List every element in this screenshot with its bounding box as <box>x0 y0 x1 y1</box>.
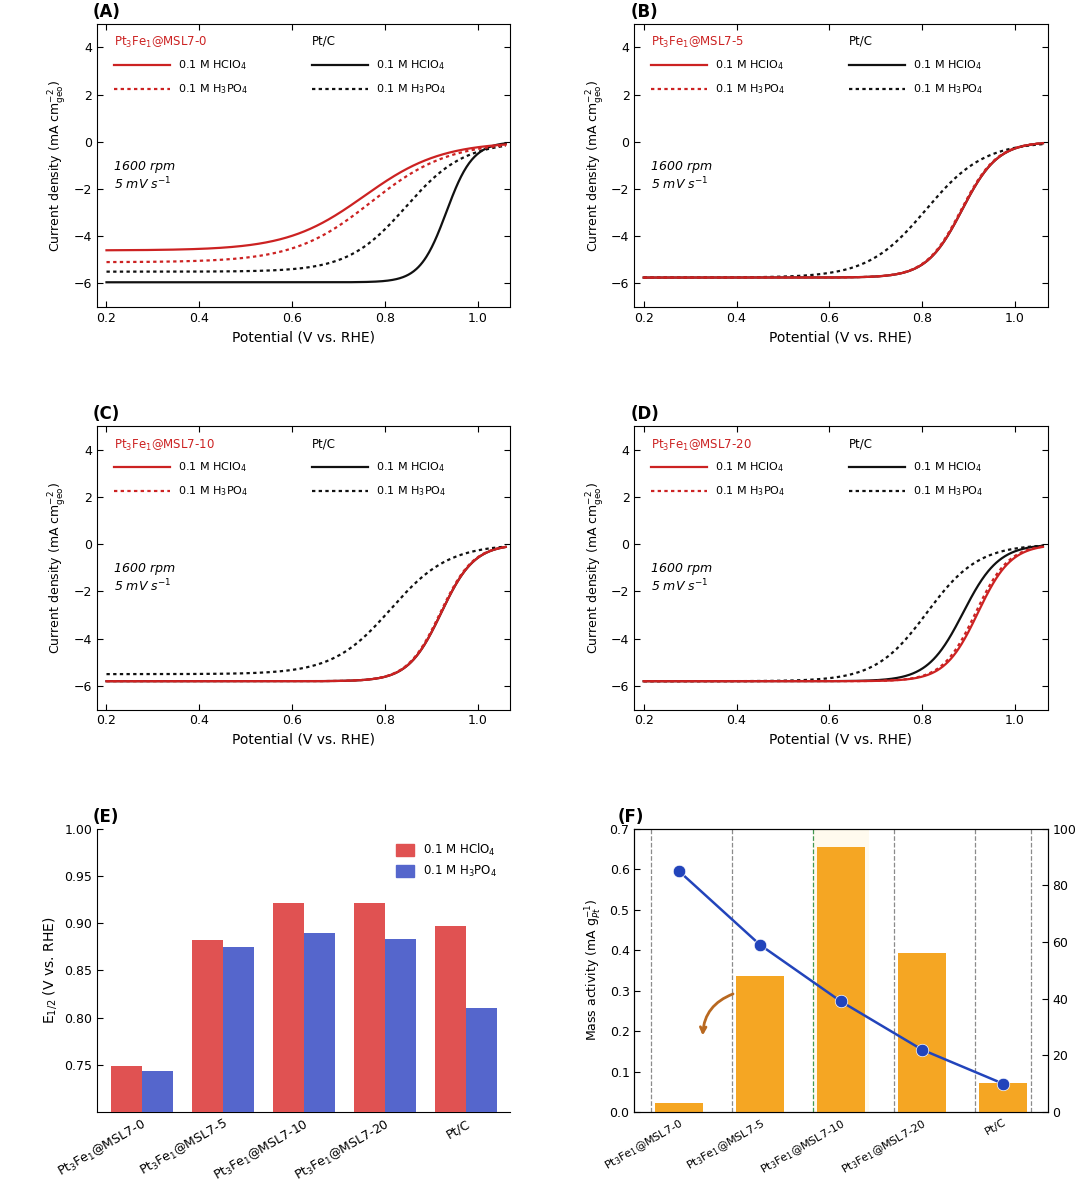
Text: 0.1 M H$_3$PO$_4$: 0.1 M H$_3$PO$_4$ <box>178 82 248 96</box>
Y-axis label: Current density (mA cm$^{-2}_\mathrm{geo}$): Current density (mA cm$^{-2}_\mathrm{geo… <box>46 481 68 654</box>
Text: 0.1 M H$_3$PO$_4$: 0.1 M H$_3$PO$_4$ <box>178 484 248 498</box>
Text: 0.1 M H$_3$PO$_4$: 0.1 M H$_3$PO$_4$ <box>715 82 785 96</box>
Text: 0.1 M HClO$_4$: 0.1 M HClO$_4$ <box>914 460 983 474</box>
Text: Pt$_3$Fe$_1$@MSL7-0: Pt$_3$Fe$_1$@MSL7-0 <box>113 35 207 50</box>
Text: Pt/C: Pt/C <box>312 35 336 49</box>
Y-axis label: Current density (mA cm$^{-2}_\mathrm{geo}$): Current density (mA cm$^{-2}_\mathrm{geo… <box>583 79 606 252</box>
Text: 1600 rpm
5 mV s$^{-1}$: 1600 rpm 5 mV s$^{-1}$ <box>113 562 175 595</box>
Text: Pt$_3$Fe$_1$@MSL7-5: Pt$_3$Fe$_1$@MSL7-5 <box>651 35 744 50</box>
Text: 0.1 M HClO$_4$: 0.1 M HClO$_4$ <box>715 460 784 474</box>
Text: Pt/C: Pt/C <box>849 35 874 49</box>
Text: Pt$_3$Fe$_1$@MSL7-20: Pt$_3$Fe$_1$@MSL7-20 <box>651 438 752 453</box>
X-axis label: Potential (V vs. RHE): Potential (V vs. RHE) <box>769 330 913 344</box>
Text: (F): (F) <box>618 808 645 826</box>
Bar <box>978 1082 1027 1112</box>
Text: 0.1 M H$_3$PO$_4$: 0.1 M H$_3$PO$_4$ <box>715 484 785 498</box>
Y-axis label: Current density (mA cm$^{-2}_\mathrm{geo}$): Current density (mA cm$^{-2}_\mathrm{geo… <box>46 79 68 252</box>
Bar <box>435 926 465 1183</box>
Bar <box>354 904 384 1183</box>
Text: 1600 rpm
5 mV s$^{-1}$: 1600 rpm 5 mV s$^{-1}$ <box>651 562 712 595</box>
Text: 0.1 M HClO$_4$: 0.1 M HClO$_4$ <box>376 58 445 72</box>
Bar <box>897 952 946 1112</box>
Bar <box>192 940 222 1183</box>
Bar <box>812 828 869 1112</box>
Y-axis label: Mass activity (mA g$^{-1}_{Pt}$): Mass activity (mA g$^{-1}_{Pt}$) <box>584 899 604 1041</box>
Bar <box>735 976 784 1112</box>
Text: 0.1 M HClO$_4$: 0.1 M HClO$_4$ <box>715 58 784 72</box>
X-axis label: Potential (V vs. RHE): Potential (V vs. RHE) <box>232 330 376 344</box>
Bar <box>111 1066 141 1183</box>
Text: (B): (B) <box>631 2 658 21</box>
Bar <box>303 933 335 1183</box>
Text: (E): (E) <box>93 808 120 826</box>
Text: 0.1 M H$_3$PO$_4$: 0.1 M H$_3$PO$_4$ <box>376 82 446 96</box>
Text: 0.1 M H$_3$PO$_4$: 0.1 M H$_3$PO$_4$ <box>376 484 446 498</box>
Y-axis label: E$_{1/2}$ (V vs. RHE): E$_{1/2}$ (V vs. RHE) <box>41 917 58 1024</box>
Bar <box>816 847 865 1112</box>
Text: 0.1 M HClO$_4$: 0.1 M HClO$_4$ <box>376 460 445 474</box>
Text: (D): (D) <box>631 406 659 424</box>
Text: 0.1 M HClO$_4$: 0.1 M HClO$_4$ <box>914 58 983 72</box>
Bar <box>273 904 303 1183</box>
Bar <box>654 1103 703 1112</box>
Bar <box>465 1008 497 1183</box>
Text: (C): (C) <box>93 406 120 424</box>
Text: (A): (A) <box>93 2 121 21</box>
Text: 1600 rpm
5 mV s$^{-1}$: 1600 rpm 5 mV s$^{-1}$ <box>651 160 712 192</box>
Bar <box>384 939 416 1183</box>
Text: 0.1 M H$_3$PO$_4$: 0.1 M H$_3$PO$_4$ <box>914 484 984 498</box>
Text: Pt$_3$Fe$_1$@MSL7-10: Pt$_3$Fe$_1$@MSL7-10 <box>113 438 215 453</box>
X-axis label: Potential (V vs. RHE): Potential (V vs. RHE) <box>769 733 913 746</box>
Bar <box>141 1072 173 1183</box>
Text: 0.1 M H$_3$PO$_4$: 0.1 M H$_3$PO$_4$ <box>914 82 984 96</box>
Legend: 0.1 M HClO$_4$, 0.1 M H$_3$PO$_4$: 0.1 M HClO$_4$, 0.1 M H$_3$PO$_4$ <box>389 834 504 886</box>
Text: Pt/C: Pt/C <box>312 438 336 451</box>
Text: 1600 rpm
5 mV s$^{-1}$: 1600 rpm 5 mV s$^{-1}$ <box>113 160 175 192</box>
Bar <box>222 946 254 1183</box>
Text: 0.1 M HClO$_4$: 0.1 M HClO$_4$ <box>178 460 246 474</box>
Text: 0.1 M HClO$_4$: 0.1 M HClO$_4$ <box>178 58 246 72</box>
Text: Pt/C: Pt/C <box>849 438 874 451</box>
X-axis label: Potential (V vs. RHE): Potential (V vs. RHE) <box>232 733 376 746</box>
Y-axis label: Current density (mA cm$^{-2}_\mathrm{geo}$): Current density (mA cm$^{-2}_\mathrm{geo… <box>583 481 606 654</box>
